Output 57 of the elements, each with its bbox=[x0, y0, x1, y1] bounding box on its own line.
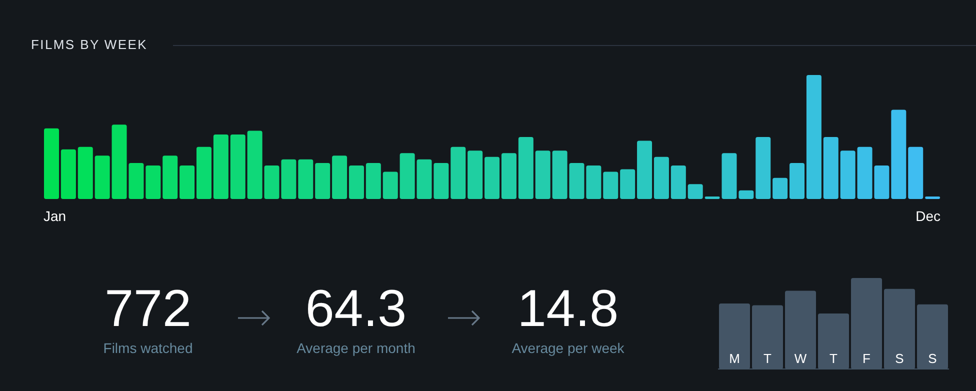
bar bbox=[688, 184, 703, 199]
bar bbox=[366, 163, 381, 199]
bar bbox=[670, 166, 686, 199]
bar bbox=[60, 149, 76, 199]
x-tick-label: T bbox=[830, 351, 838, 366]
bar bbox=[146, 166, 161, 199]
bar bbox=[891, 110, 906, 199]
x-tick-label: Jan bbox=[43, 208, 66, 224]
bar bbox=[468, 150, 483, 199]
bar bbox=[772, 178, 788, 199]
bar bbox=[94, 156, 110, 199]
data-label: 772 bbox=[104, 279, 192, 340]
bar bbox=[298, 159, 314, 199]
chart-title: FILMS BY WEEK bbox=[31, 37, 148, 52]
bar bbox=[586, 166, 602, 199]
bar bbox=[162, 156, 178, 199]
x-tick-label: T bbox=[764, 351, 772, 366]
bar bbox=[823, 137, 838, 199]
bar bbox=[213, 134, 228, 199]
bar bbox=[738, 190, 754, 199]
category-label: Films watched bbox=[102, 340, 194, 356]
bar bbox=[518, 137, 534, 199]
bar bbox=[78, 146, 93, 199]
bar bbox=[654, 156, 669, 199]
bar bbox=[840, 150, 856, 199]
x-tick-label: Dec bbox=[916, 208, 941, 224]
bar bbox=[756, 137, 771, 199]
bar bbox=[603, 172, 618, 199]
bar bbox=[315, 163, 330, 199]
category-label: Average per month bbox=[296, 340, 416, 356]
bar bbox=[535, 150, 550, 199]
bar bbox=[400, 153, 415, 199]
bar bbox=[484, 156, 500, 199]
x-tick-label: S bbox=[928, 351, 938, 366]
bar bbox=[806, 75, 822, 199]
bar bbox=[348, 166, 364, 199]
bar bbox=[637, 140, 652, 199]
bar bbox=[722, 153, 737, 199]
bar bbox=[620, 169, 636, 199]
x-tick-label: S bbox=[895, 351, 904, 366]
x-tick-label: W bbox=[794, 351, 808, 366]
data-label: 14.8 bbox=[516, 279, 620, 340]
bar bbox=[180, 166, 195, 199]
bar bbox=[196, 146, 212, 199]
data-label: 64.3 bbox=[304, 279, 408, 340]
bar bbox=[501, 153, 516, 199]
category-label: Average per week bbox=[510, 340, 626, 356]
bar bbox=[790, 163, 805, 199]
bar bbox=[382, 172, 398, 199]
bar bbox=[44, 128, 59, 199]
bar bbox=[450, 146, 466, 199]
x-tick-label: F bbox=[862, 351, 871, 366]
bar bbox=[908, 146, 924, 199]
bar bbox=[332, 156, 348, 199]
bar bbox=[247, 130, 262, 199]
bar bbox=[230, 134, 246, 199]
x-tick-label: M bbox=[729, 351, 740, 366]
